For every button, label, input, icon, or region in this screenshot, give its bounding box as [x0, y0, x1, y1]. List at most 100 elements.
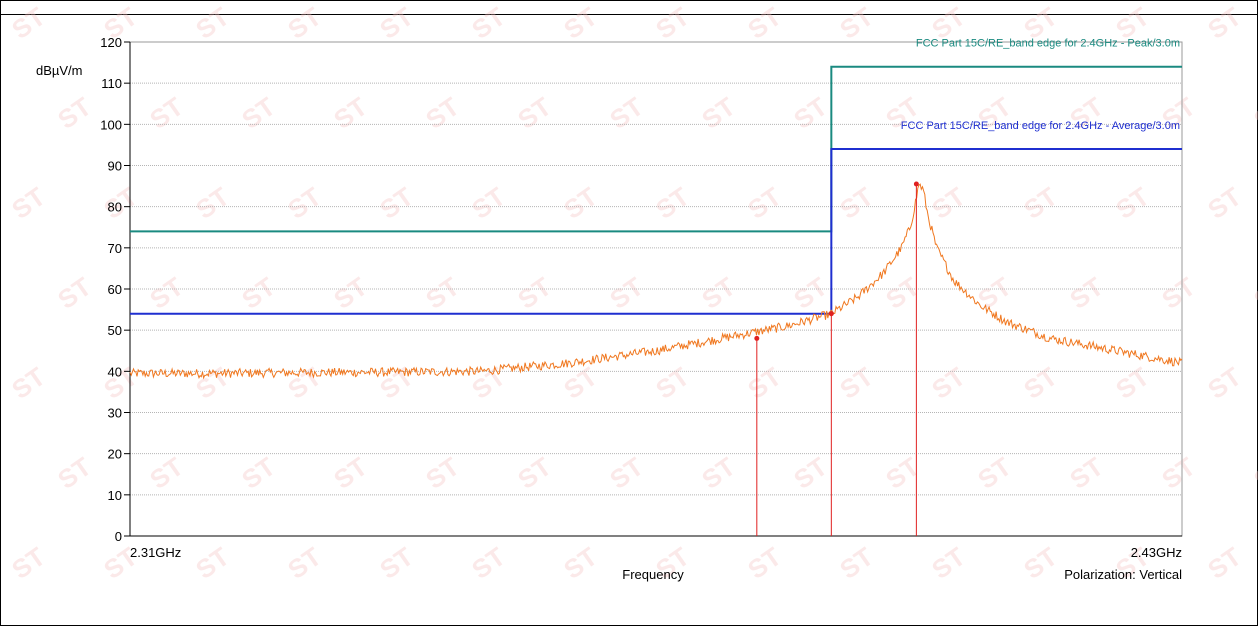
- watermark-mark: ST: [834, 1, 879, 45]
- watermark-mark: ST: [190, 1, 235, 45]
- watermark-mark: ST: [374, 361, 419, 405]
- watermark-mark: ST: [328, 271, 373, 315]
- watermark-mark: ST: [1248, 271, 1258, 315]
- watermark-mark: ST: [972, 271, 1017, 315]
- watermark-mark: ST: [558, 541, 603, 585]
- y-tick-label: 0: [115, 529, 122, 544]
- watermark-mark: ST: [236, 271, 281, 315]
- watermark-mark: ST: [650, 181, 695, 225]
- watermark-mark: ST: [420, 91, 465, 135]
- y-tick-label: 80: [108, 200, 122, 215]
- watermark-mark: ST: [466, 541, 511, 585]
- y-tick-label: 50: [108, 323, 122, 338]
- watermark-mark: ST: [604, 451, 649, 495]
- watermark-mark: ST: [1202, 541, 1247, 585]
- frame-top-rule: [1, 14, 1257, 15]
- y-axis-label: dBµV/m: [36, 63, 83, 78]
- watermark-mark: ST: [52, 271, 97, 315]
- y-tick-labels: 0 10 20 30 40 50 60 70 80 90 100 110 120: [100, 35, 130, 544]
- watermark-mark: ST: [1202, 181, 1247, 225]
- watermark-mark: ST: [52, 451, 97, 495]
- x-end-label: 2.43GHz: [1131, 545, 1182, 560]
- watermark-mark: ST: [1156, 271, 1201, 315]
- watermark-mark: ST: [6, 181, 51, 225]
- y-tick-label: 110: [101, 76, 122, 91]
- watermark-mark: ST: [880, 271, 925, 315]
- watermark-mark: ST: [834, 361, 879, 405]
- marker-layer: [754, 181, 919, 536]
- watermark-mark: ST: [190, 361, 235, 405]
- watermark-mark: ST: [742, 541, 787, 585]
- y-tick-label: 90: [108, 159, 122, 174]
- watermark-mark: ST: [604, 271, 649, 315]
- watermark-mark: ST: [788, 271, 833, 315]
- watermark-mark: ST: [466, 361, 511, 405]
- watermark-mark: ST: [328, 91, 373, 135]
- watermark-mark: ST: [650, 361, 695, 405]
- watermark-mark: ST: [1156, 451, 1201, 495]
- watermark-mark: ST: [6, 541, 51, 585]
- limit-label-1: FCC Part 15C/RE_band edge for 2.4GHz - A…: [901, 120, 1180, 132]
- measurement-trace: [129, 183, 1183, 380]
- watermark-mark: ST: [144, 91, 189, 135]
- watermark-mark: ST: [1018, 361, 1063, 405]
- watermark-mark: ST: [880, 451, 925, 495]
- x-start-label: 2.31GHz: [130, 545, 181, 560]
- watermark-mark: ST: [1202, 1, 1247, 45]
- watermark-mark: ST: [1018, 181, 1063, 225]
- watermark-mark: ST: [742, 181, 787, 225]
- watermark-mark: ST: [558, 181, 603, 225]
- watermark-mark: ST: [512, 451, 557, 495]
- watermark-mark: ST: [1064, 271, 1109, 315]
- watermark-mark: ST: [788, 451, 833, 495]
- watermark-mark: ST: [190, 541, 235, 585]
- watermark-mark: ST: [972, 451, 1017, 495]
- y-tick-label: 60: [108, 282, 122, 297]
- polarization-label: Polarization: Vertical: [1064, 567, 1182, 582]
- watermark-mark: ST: [512, 91, 557, 135]
- y-tick-label: 20: [108, 447, 122, 462]
- watermark-mark: ST: [558, 1, 603, 45]
- y-tick-label: 120: [100, 35, 122, 50]
- watermark-mark: ST: [466, 181, 511, 225]
- trace-line: [129, 183, 1183, 380]
- watermark-mark: ST: [1248, 451, 1258, 495]
- watermark-mark: ST: [1110, 361, 1155, 405]
- watermark-mark: ST: [788, 91, 833, 135]
- watermark-mark: ST: [696, 451, 741, 495]
- watermark-mark: ST: [742, 1, 787, 45]
- marker-point-3: [913, 181, 919, 187]
- marker-point-1: [754, 335, 760, 341]
- y-tick-label: 40: [108, 364, 122, 379]
- watermark-mark: ST: [144, 271, 189, 315]
- watermark-mark: ST: [834, 541, 879, 585]
- watermark-mark: ST: [52, 91, 97, 135]
- watermark-mark: ST: [926, 541, 971, 585]
- watermark-mark: ST: [512, 271, 557, 315]
- limit-lines: FCC Part 15C/RE_band edge for 2.4GHz - P…: [130, 38, 1182, 315]
- x-axis-label: Frequency: [622, 567, 684, 582]
- watermark-mark: ST: [604, 91, 649, 135]
- marker-point-2: [828, 311, 834, 317]
- watermark-mark: ST: [282, 1, 327, 45]
- watermark-mark: ST: [144, 451, 189, 495]
- watermark-mark: ST: [6, 1, 51, 45]
- watermark-mark: ST: [1202, 361, 1247, 405]
- watermark-mark: ST: [696, 91, 741, 135]
- watermark-mark: ST: [6, 361, 51, 405]
- watermark-mark: ST: [1110, 181, 1155, 225]
- y-tick-label: 100: [100, 117, 122, 132]
- watermark-mark: ST: [466, 1, 511, 45]
- watermark-mark: ST: [696, 271, 741, 315]
- watermark-mark: ST: [420, 271, 465, 315]
- limit-label-0: FCC Part 15C/RE_band edge for 2.4GHz - P…: [916, 38, 1180, 50]
- y-tick-label: 10: [108, 488, 122, 503]
- grid-lines: [130, 41, 1182, 496]
- watermark-mark: ST: [742, 361, 787, 405]
- y-tick-label: 30: [108, 406, 122, 421]
- watermark-mark: ST: [926, 181, 971, 225]
- watermark-mark: ST: [1018, 541, 1063, 585]
- watermark-mark: ST: [374, 181, 419, 225]
- watermark-mark: ST: [282, 361, 327, 405]
- watermark-mark: ST: [1064, 451, 1109, 495]
